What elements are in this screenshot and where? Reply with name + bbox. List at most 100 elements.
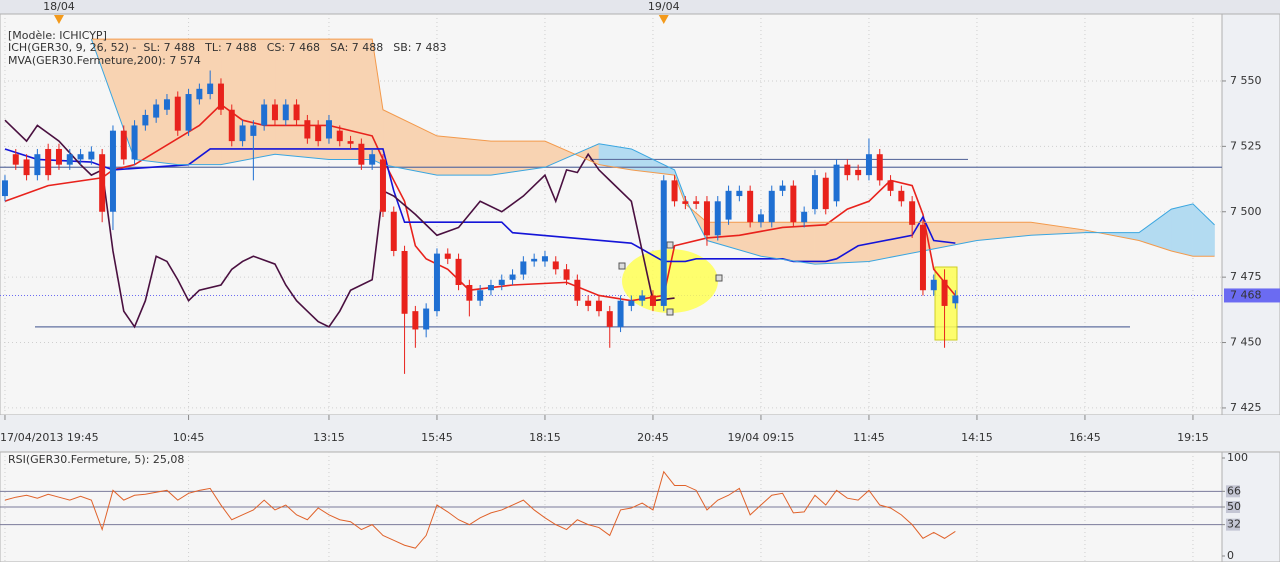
rsi-tick-box — [1226, 501, 1240, 513]
candle-body — [455, 258, 462, 285]
legend-entry: SB: 7 483 — [393, 41, 446, 54]
x-tick-label: 16:45 — [1069, 431, 1101, 444]
candle-body — [876, 154, 883, 181]
candle-body — [109, 130, 116, 212]
candle-body — [369, 154, 376, 165]
candle-body — [736, 190, 743, 197]
candle-body — [444, 253, 451, 259]
candles — [1, 70, 959, 374]
model-label: [Modèle: ICHICYP] — [8, 29, 107, 42]
date-strip — [0, 0, 1280, 14]
legend-entry: CS: 7 468 — [267, 41, 320, 54]
day-label: 19/04 — [648, 0, 680, 13]
x-tick-label: 19/04 09:15 — [728, 431, 795, 444]
candle-body — [790, 185, 797, 223]
candle-body — [552, 261, 559, 270]
candle-body — [358, 143, 365, 165]
candle-body — [228, 109, 235, 142]
candle-body — [163, 99, 170, 110]
candle-body — [757, 214, 764, 223]
candle-body — [174, 96, 181, 131]
candle-body — [617, 300, 624, 327]
indicator-label: ICH(GER30, 9, 26, 52) - — [8, 41, 136, 54]
legend-entry: MVA(GER30.Fermeture,200): 7 574 — [8, 54, 201, 67]
y-tick-label: 7 425 — [1230, 401, 1262, 414]
candle-body — [952, 295, 959, 304]
candle-body — [531, 258, 538, 262]
y-tick-label: 7 525 — [1230, 139, 1262, 152]
y-tick-label: 66 — [1227, 484, 1241, 497]
candle-body — [23, 159, 30, 176]
candle-body — [250, 125, 257, 136]
candle-body — [196, 88, 203, 100]
candle-body — [271, 104, 278, 121]
candle-body — [865, 154, 872, 176]
cloud-segment — [274, 38, 330, 160]
candle-body — [801, 211, 808, 223]
y-tick-label: 32 — [1227, 518, 1241, 531]
candle-body — [34, 154, 41, 176]
indicator-line — [4, 148, 956, 263]
candle-body — [693, 201, 700, 204]
handle[interactable] — [666, 241, 674, 249]
indicator-line — [4, 119, 675, 329]
x-tick-label: 19:15 — [1177, 431, 1209, 444]
candle-body — [45, 148, 52, 176]
candle-body — [466, 284, 473, 301]
candle-body — [833, 164, 840, 202]
candle-body — [153, 104, 160, 118]
candle-body — [714, 201, 721, 236]
legend-entry: SA: 7 488 — [330, 41, 383, 54]
legend-entry: SL: 7 488 — [143, 41, 195, 54]
y-tick-label: 0 — [1227, 549, 1234, 562]
x-tick-label: 15:45 — [421, 431, 453, 444]
indicator-line — [91, 38, 1215, 257]
price-axis — [1221, 13, 1280, 416]
last-price-label: 7 468 — [1230, 288, 1262, 301]
cloud-segment — [220, 38, 276, 165]
candle-body — [1, 180, 8, 197]
candle-body — [779, 185, 786, 191]
handle[interactable] — [618, 262, 626, 270]
x-tick-label: 10:45 — [173, 431, 205, 444]
candle-body — [898, 190, 905, 202]
candle-body — [909, 201, 916, 225]
candle-body — [347, 141, 354, 144]
legend: [Modèle: ICHICYP] ICH(GER30, 9, 26, 52) … — [8, 29, 447, 67]
x-tick-label: 14:15 — [961, 431, 993, 444]
candle-body — [390, 211, 397, 251]
candle-body — [88, 151, 95, 160]
x-tick-label: 20:45 — [637, 431, 669, 444]
candle-body — [844, 164, 851, 176]
cloud-segment — [814, 221, 870, 265]
handle[interactable] — [715, 274, 723, 282]
candle-body — [725, 190, 732, 220]
candle-body — [487, 284, 494, 291]
y-tick-label: 100 — [1227, 451, 1248, 464]
candle-body — [185, 94, 192, 131]
last-price-tag — [1224, 288, 1280, 303]
candle-body — [315, 125, 322, 142]
handle[interactable] — [666, 308, 674, 316]
candle-body — [207, 83, 214, 95]
candle-body — [671, 180, 678, 202]
candle-body — [55, 148, 62, 165]
candle-body — [563, 269, 570, 280]
candle-body — [520, 261, 527, 275]
candle-body — [703, 201, 710, 236]
candle-body — [930, 279, 937, 291]
candle-body — [660, 180, 667, 306]
rsi-tick-box — [1226, 485, 1240, 498]
candle-body — [120, 130, 127, 160]
candle-body — [239, 125, 246, 142]
candle-body — [509, 274, 516, 280]
candle-body — [649, 295, 656, 306]
candle-body — [12, 154, 19, 165]
day-marker — [658, 15, 669, 24]
candle-body — [747, 190, 754, 223]
y-tick-label: 50 — [1227, 500, 1241, 513]
candle-body — [401, 250, 408, 314]
candle-body — [811, 175, 818, 210]
